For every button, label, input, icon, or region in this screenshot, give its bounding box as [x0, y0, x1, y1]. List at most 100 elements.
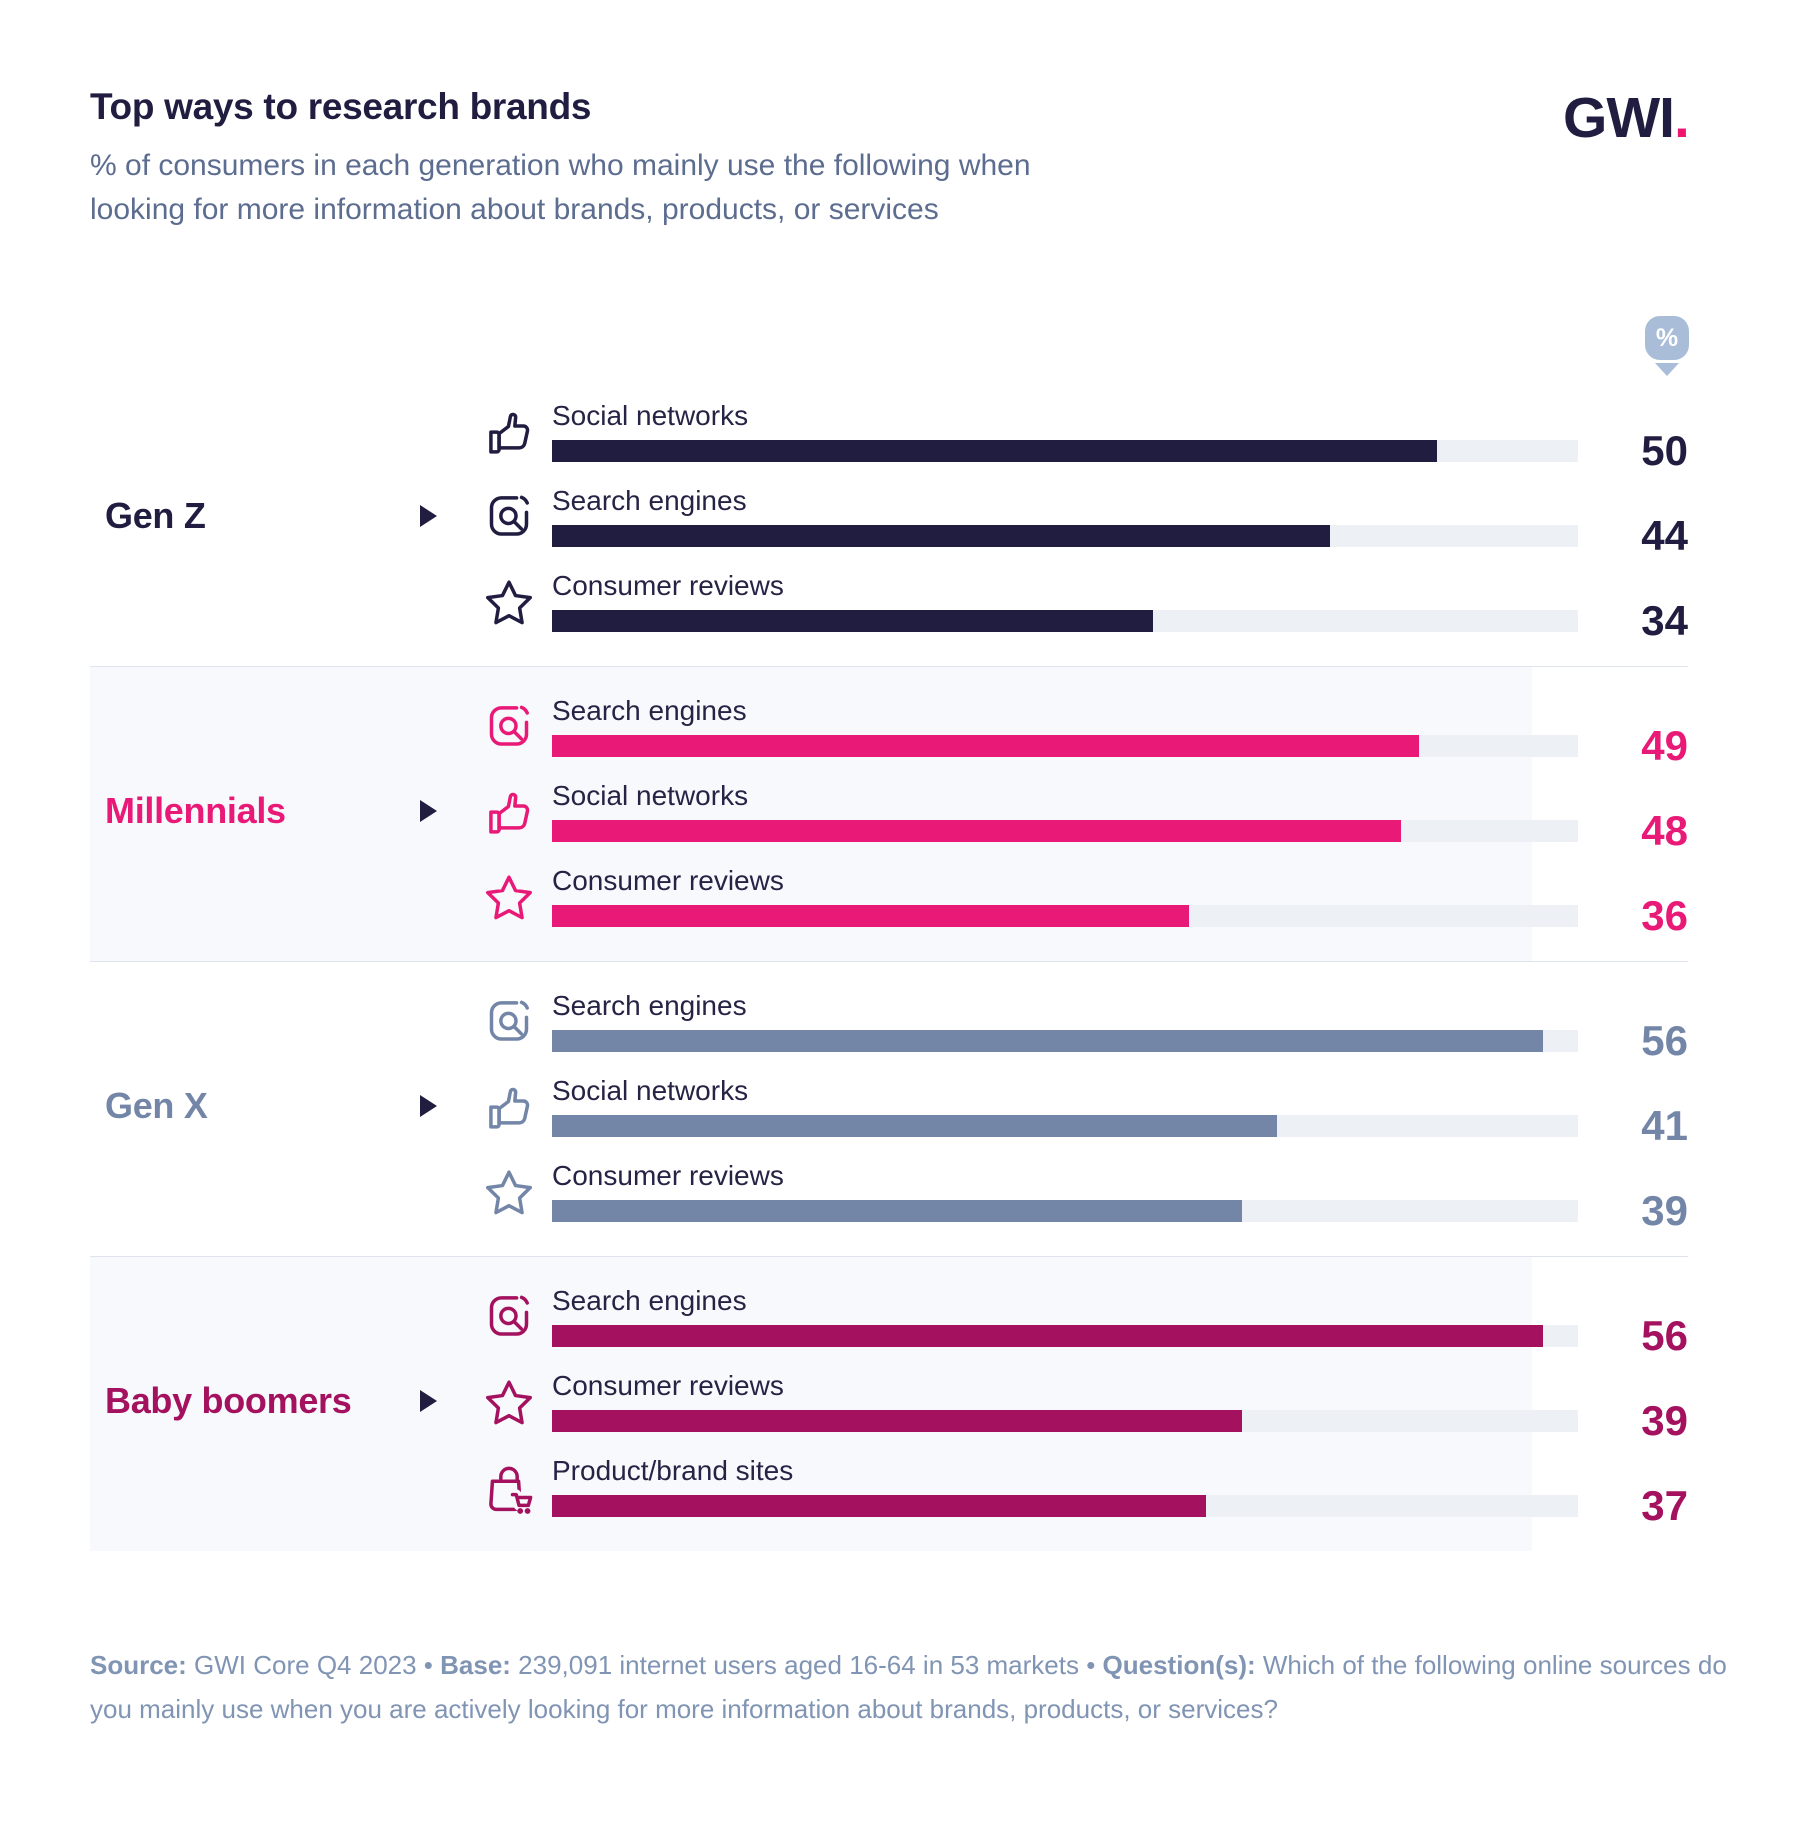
bar-row: Search engines 56 — [466, 990, 1688, 1062]
generation-rows: Search engines 56 Consumer reviews 39 Pr… — [466, 1285, 1688, 1527]
bar-track — [552, 905, 1578, 927]
question-label: Question(s): — [1102, 1650, 1256, 1680]
generation-section-baby-boomers: Baby boomers Search engines 56 Consumer … — [90, 1256, 1688, 1551]
bar-fill — [552, 735, 1419, 757]
arrow-right-icon — [420, 1390, 437, 1412]
bar-label: Consumer reviews — [552, 1160, 784, 1191]
star-icon — [486, 1380, 532, 1425]
bar-row: Social networks 41 — [466, 1075, 1688, 1147]
bar-track — [552, 1030, 1578, 1052]
star-icon — [486, 580, 532, 625]
bar-track — [552, 1325, 1578, 1347]
bar-fill — [552, 1495, 1207, 1517]
bar-fill — [552, 1030, 1543, 1052]
question-text: Which of the following online sources do… — [90, 1650, 1727, 1724]
bar-track — [552, 1115, 1578, 1137]
bar-value: 48 — [1641, 807, 1688, 854]
bar-track — [552, 525, 1578, 547]
thumbs-up-icon — [489, 792, 530, 834]
generation-section-gen-x: Gen X Search engines 56 Social networks … — [90, 961, 1688, 1256]
bar-fill — [552, 525, 1331, 547]
bar-label: Search engines — [552, 485, 747, 516]
source-label: Source: — [90, 1650, 187, 1680]
search-icon — [489, 1295, 529, 1336]
base-label: Base: — [440, 1650, 511, 1680]
bar-value: 56 — [1641, 1017, 1688, 1064]
bar-value: 50 — [1641, 427, 1688, 474]
bar-fill — [552, 1325, 1543, 1347]
thumbs-up-icon — [489, 1087, 530, 1129]
bar-track — [552, 820, 1578, 842]
gwi-logo-text: GWI — [1563, 86, 1675, 150]
bar-row: Social networks 48 — [466, 780, 1688, 852]
page-subtitle: % of consumers in each generation who ma… — [90, 149, 1031, 226]
source-text: GWI Core Q4 2023 • — [186, 1650, 441, 1680]
bar-row: Consumer reviews 39 — [466, 1160, 1688, 1232]
generation-label: Millennials — [105, 790, 286, 831]
bar-label: Social networks — [552, 400, 749, 431]
bar-value: 41 — [1641, 1102, 1688, 1149]
percent-icon: % — [1645, 316, 1689, 360]
arrow-right-icon — [420, 800, 437, 822]
bar-value: 36 — [1641, 892, 1688, 939]
generation-rows: Social networks 50 Search engines 44 Con… — [466, 400, 1688, 642]
bar-track — [552, 1495, 1578, 1517]
bar-track — [552, 1200, 1578, 1222]
bar-value: 39 — [1641, 1187, 1688, 1234]
bar-track — [552, 440, 1578, 462]
bar-value: 37 — [1641, 1482, 1688, 1529]
base-text: 239,091 internet users aged 16-64 in 53 … — [510, 1650, 1103, 1680]
bar-fill — [552, 440, 1437, 462]
percent-pin: % — [1644, 316, 1690, 376]
bar-value: 56 — [1641, 1312, 1688, 1359]
bar-value: 44 — [1641, 512, 1688, 559]
bar-row: Search engines 44 — [466, 485, 1688, 557]
arrow-right-icon — [420, 1095, 437, 1117]
generation-label: Baby boomers — [105, 1380, 352, 1421]
bar-fill — [552, 1115, 1278, 1137]
gwi-logo: GWI. — [1563, 90, 1690, 147]
search-icon — [489, 705, 529, 746]
header: Top ways to research brands % of consume… — [90, 0, 1812, 232]
bar-fill — [552, 820, 1402, 842]
bar-fill — [552, 1410, 1242, 1432]
generation-section-gen-z: Gen Z Social networks 50 Search engines … — [90, 372, 1688, 666]
search-icon — [489, 1000, 529, 1041]
bar-chart: Gen Z Social networks 50 Search engines … — [90, 372, 1688, 1551]
bar-row: Consumer reviews 36 — [466, 865, 1688, 937]
bar-row: Search engines 56 — [466, 1285, 1688, 1357]
star-icon — [486, 1170, 532, 1215]
footer-note: Source: GWI Core Q4 2023 • Base: 239,091… — [90, 1643, 1735, 1731]
bar-row: Product/brand sites 37 — [466, 1455, 1688, 1527]
generation-label: Gen X — [105, 1085, 208, 1126]
bar-track — [552, 610, 1578, 632]
bar-label: Social networks — [552, 1075, 749, 1106]
bar-fill — [552, 1200, 1242, 1222]
bar-label: Consumer reviews — [552, 570, 784, 601]
page-title: Top ways to research brands — [90, 86, 592, 127]
generation-rows: Search engines 49 Social networks 48 Con… — [466, 695, 1688, 937]
bar-label: Search engines — [552, 990, 747, 1021]
generation-rows: Search engines 56 Social networks 41 Con… — [466, 990, 1688, 1232]
gwi-logo-dot: . — [1673, 86, 1690, 150]
thumbs-up-icon — [489, 412, 530, 454]
bar-fill — [552, 905, 1189, 927]
generation-label: Gen Z — [105, 495, 206, 536]
bar-value: 49 — [1641, 722, 1688, 769]
bar-value: 39 — [1641, 1397, 1688, 1444]
bar-label: Search engines — [552, 695, 747, 726]
bar-label: Consumer reviews — [552, 1370, 784, 1401]
bar-track — [552, 735, 1578, 757]
bar-row: Consumer reviews 34 — [466, 570, 1688, 642]
arrow-right-icon — [420, 505, 437, 527]
search-icon — [489, 495, 529, 536]
bar-row: Search engines 49 — [466, 695, 1688, 767]
bar-fill — [552, 610, 1154, 632]
generation-section-millennials: Millennials Search engines 49 Social net… — [90, 666, 1688, 961]
bar-label: Product/brand sites — [552, 1455, 794, 1486]
star-icon — [486, 875, 532, 920]
bar-label: Consumer reviews — [552, 865, 784, 896]
bar-row: Consumer reviews 39 — [466, 1370, 1688, 1442]
bar-row: Social networks 50 — [466, 400, 1688, 472]
